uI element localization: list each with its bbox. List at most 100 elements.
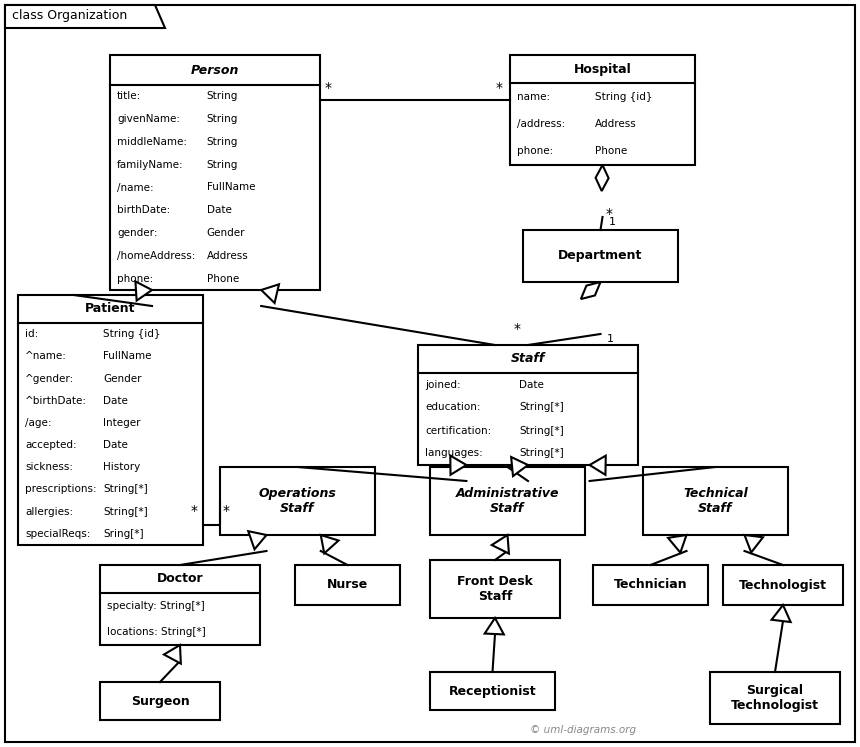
Text: gender:: gender: bbox=[117, 228, 157, 238]
Text: Phone: Phone bbox=[595, 146, 627, 156]
Bar bbox=[643, 467, 788, 535]
Text: Operations
Staff: Operations Staff bbox=[259, 487, 336, 515]
Text: languages:: languages: bbox=[425, 448, 482, 459]
Text: Date: Date bbox=[103, 440, 128, 450]
Text: Receptionist: Receptionist bbox=[449, 684, 537, 698]
Text: allergies:: allergies: bbox=[25, 506, 73, 517]
Text: /homeAddress:: /homeAddress: bbox=[117, 251, 195, 261]
Text: *: * bbox=[514, 322, 521, 336]
Bar bbox=[110, 55, 320, 290]
Bar bbox=[100, 682, 220, 720]
Text: String: String bbox=[206, 114, 238, 124]
Text: String: String bbox=[206, 91, 238, 102]
Polygon shape bbox=[485, 618, 504, 634]
Text: Address: Address bbox=[595, 119, 637, 129]
Text: History: History bbox=[103, 462, 140, 472]
Bar bbox=[710, 672, 840, 724]
Text: String: String bbox=[206, 160, 238, 170]
Polygon shape bbox=[5, 5, 165, 28]
Text: String[*]: String[*] bbox=[519, 448, 564, 459]
Text: Address: Address bbox=[206, 251, 249, 261]
Bar bbox=[523, 230, 678, 282]
Bar bbox=[18, 295, 203, 545]
Text: prescriptions:: prescriptions: bbox=[25, 485, 96, 495]
Text: Gender: Gender bbox=[103, 374, 142, 383]
Text: education:: education: bbox=[425, 403, 481, 412]
Text: Technical
Staff: Technical Staff bbox=[683, 487, 748, 515]
Polygon shape bbox=[511, 457, 528, 476]
Text: *: * bbox=[191, 504, 198, 518]
Polygon shape bbox=[492, 535, 509, 554]
Text: *: * bbox=[496, 81, 503, 95]
Polygon shape bbox=[164, 645, 181, 663]
Bar bbox=[723, 565, 843, 605]
Bar bbox=[418, 345, 638, 465]
Text: String[*]: String[*] bbox=[103, 485, 148, 495]
Text: *: * bbox=[325, 81, 332, 95]
Text: id:: id: bbox=[25, 329, 38, 339]
Text: Date: Date bbox=[206, 205, 231, 215]
Text: Technician: Technician bbox=[614, 578, 687, 592]
Text: phone:: phone: bbox=[517, 146, 553, 156]
Text: Staff: Staff bbox=[511, 353, 545, 365]
Text: phone:: phone: bbox=[117, 273, 153, 284]
Bar bbox=[430, 560, 560, 618]
Text: FullName: FullName bbox=[206, 182, 255, 193]
Text: certification:: certification: bbox=[425, 426, 491, 436]
Text: class Organization: class Organization bbox=[12, 10, 127, 22]
Polygon shape bbox=[321, 535, 339, 554]
Text: specialReqs:: specialReqs: bbox=[25, 529, 90, 539]
Text: Phone: Phone bbox=[206, 273, 239, 284]
Polygon shape bbox=[135, 282, 152, 300]
Text: locations: String[*]: locations: String[*] bbox=[107, 627, 206, 637]
Text: String: String bbox=[206, 137, 238, 147]
Text: *: * bbox=[605, 207, 612, 221]
Text: specialty: String[*]: specialty: String[*] bbox=[107, 601, 205, 611]
Text: String {id}: String {id} bbox=[595, 92, 653, 102]
Text: familyName:: familyName: bbox=[117, 160, 184, 170]
Text: /name:: /name: bbox=[117, 182, 154, 193]
Text: middleName:: middleName: bbox=[117, 137, 187, 147]
Polygon shape bbox=[771, 605, 790, 622]
Text: Surgical
Technologist: Surgical Technologist bbox=[731, 684, 819, 712]
Text: ^gender:: ^gender: bbox=[25, 374, 74, 383]
Text: ^birthDate:: ^birthDate: bbox=[25, 396, 87, 406]
Text: © uml-diagrams.org: © uml-diagrams.org bbox=[530, 725, 636, 735]
Text: Sring[*]: Sring[*] bbox=[103, 529, 144, 539]
Bar bbox=[430, 467, 585, 535]
Text: joined:: joined: bbox=[425, 379, 461, 389]
Polygon shape bbox=[596, 165, 609, 191]
Text: *: * bbox=[223, 504, 230, 518]
Text: /address:: /address: bbox=[517, 119, 565, 129]
Text: Date: Date bbox=[103, 396, 128, 406]
Polygon shape bbox=[590, 456, 605, 475]
Polygon shape bbox=[261, 285, 279, 303]
Text: Person: Person bbox=[191, 63, 239, 76]
Text: Department: Department bbox=[558, 249, 642, 262]
Text: sickness:: sickness: bbox=[25, 462, 73, 472]
Polygon shape bbox=[249, 531, 267, 549]
Text: String[*]: String[*] bbox=[519, 403, 564, 412]
Text: Gender: Gender bbox=[206, 228, 245, 238]
Text: FullName: FullName bbox=[103, 351, 151, 362]
Text: birthDate:: birthDate: bbox=[117, 205, 170, 215]
Text: Technologist: Technologist bbox=[739, 578, 827, 592]
Bar bbox=[100, 565, 260, 645]
Text: ^name:: ^name: bbox=[25, 351, 67, 362]
Text: Surgeon: Surgeon bbox=[131, 695, 189, 707]
Text: Administrative
Staff: Administrative Staff bbox=[456, 487, 559, 515]
Bar bbox=[593, 565, 708, 605]
Text: String[*]: String[*] bbox=[519, 426, 564, 436]
Text: Date: Date bbox=[519, 379, 544, 389]
Text: Patient: Patient bbox=[85, 303, 136, 315]
Bar bbox=[220, 467, 375, 535]
Text: accepted:: accepted: bbox=[25, 440, 77, 450]
Polygon shape bbox=[580, 282, 600, 299]
Bar bbox=[430, 672, 555, 710]
Text: Nurse: Nurse bbox=[327, 578, 368, 592]
Polygon shape bbox=[745, 535, 763, 553]
Text: name:: name: bbox=[517, 92, 550, 102]
Polygon shape bbox=[668, 535, 686, 553]
Bar bbox=[295, 565, 400, 605]
Text: givenName:: givenName: bbox=[117, 114, 180, 124]
